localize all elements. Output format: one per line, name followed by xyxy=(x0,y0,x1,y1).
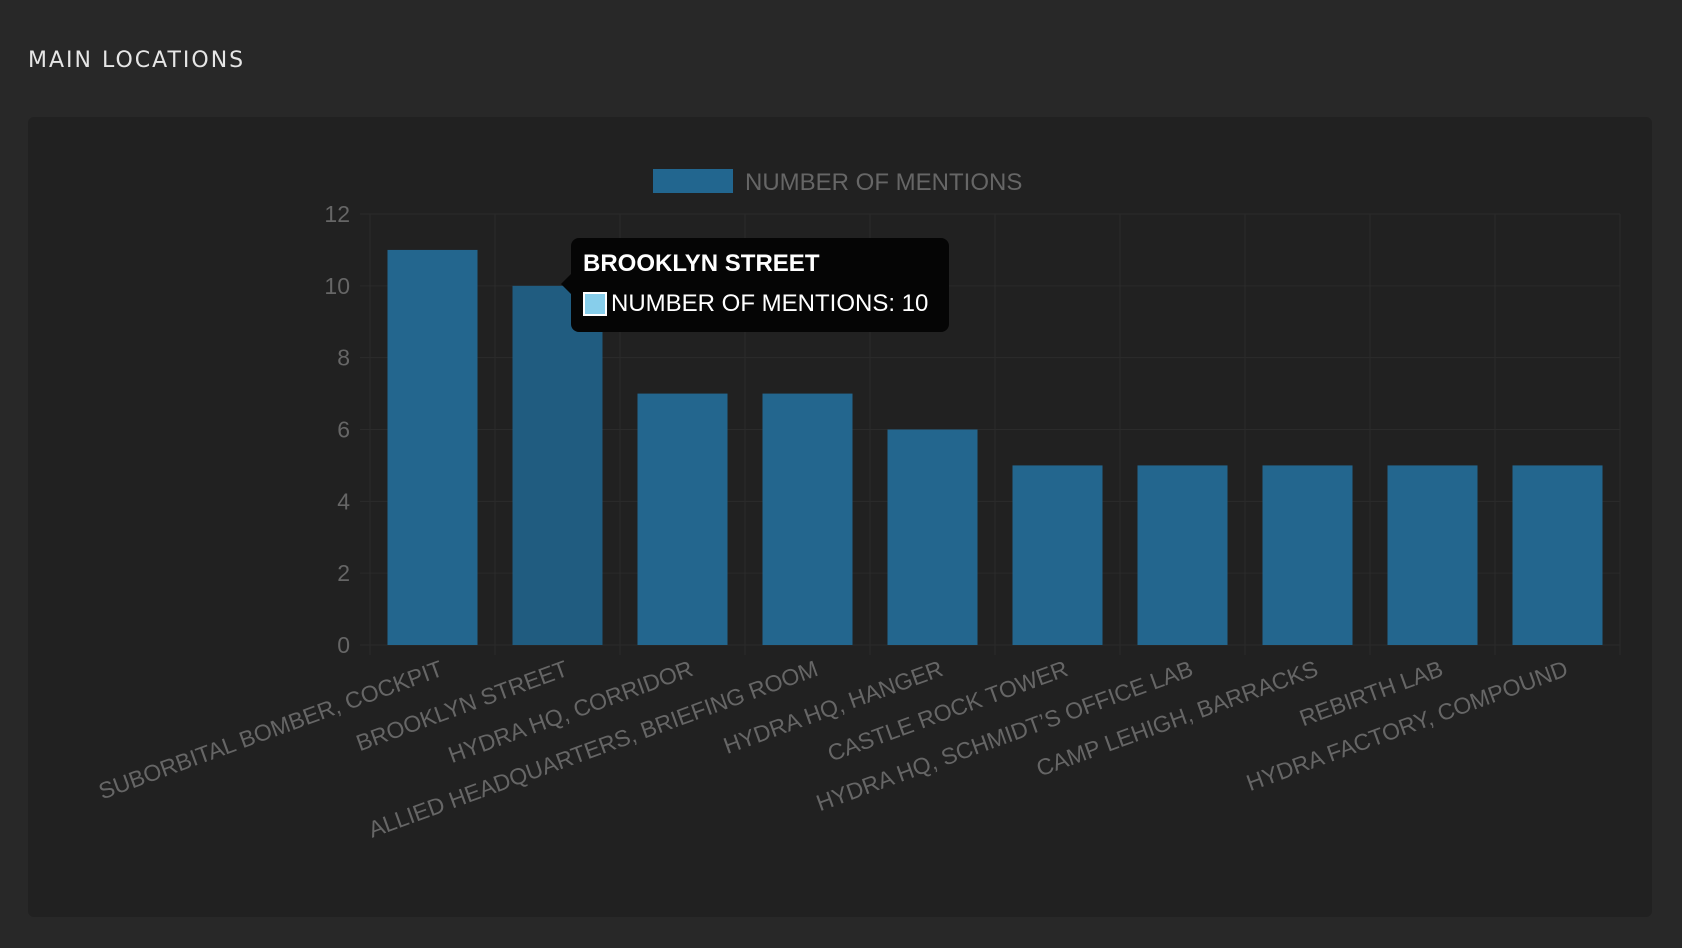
tooltip-value-text: NUMBER OF MENTIONS: 10 xyxy=(611,290,929,317)
bar-3[interactable] xyxy=(637,393,728,645)
tooltip-title: BROOKLYN STREET xyxy=(583,250,820,277)
bar-1[interactable] xyxy=(387,249,478,645)
section-title: MAIN LOCATIONS xyxy=(28,48,246,73)
bar-9[interactable] xyxy=(1387,465,1478,645)
tooltip-caret xyxy=(561,274,571,294)
y-tick-label: 0 xyxy=(337,632,350,658)
y-tick-label: 4 xyxy=(337,488,350,514)
bar-6[interactable] xyxy=(1012,465,1103,645)
tooltip-row: NUMBER OF MENTIONS: 10 xyxy=(583,290,937,318)
bar-7[interactable] xyxy=(1137,465,1228,645)
y-tick-label: 8 xyxy=(337,345,350,371)
y-tick-label: 10 xyxy=(324,273,350,299)
chart-tooltip: BROOKLYN STREET NUMBER OF MENTIONS: 10 xyxy=(561,238,949,332)
bar-8[interactable] xyxy=(1262,465,1353,645)
chart-card: 0 2 4 6 8 10 12 SUBORBITAL BOMBER, COCKPIT BROOK… xyxy=(28,117,1652,917)
bar-5[interactable] xyxy=(887,429,978,646)
y-tick-label: 2 xyxy=(337,560,350,586)
y-tick-label: 6 xyxy=(337,417,350,443)
legend-label: NUMBER OF MENTIONS xyxy=(745,169,1022,196)
y-tick-label: 12 xyxy=(324,201,350,227)
tooltip-color-swatch xyxy=(583,292,607,316)
bar-10[interactable] xyxy=(1512,465,1603,645)
legend-swatch xyxy=(653,169,733,193)
bar-2[interactable] xyxy=(512,285,603,645)
bar-4[interactable] xyxy=(762,393,853,645)
